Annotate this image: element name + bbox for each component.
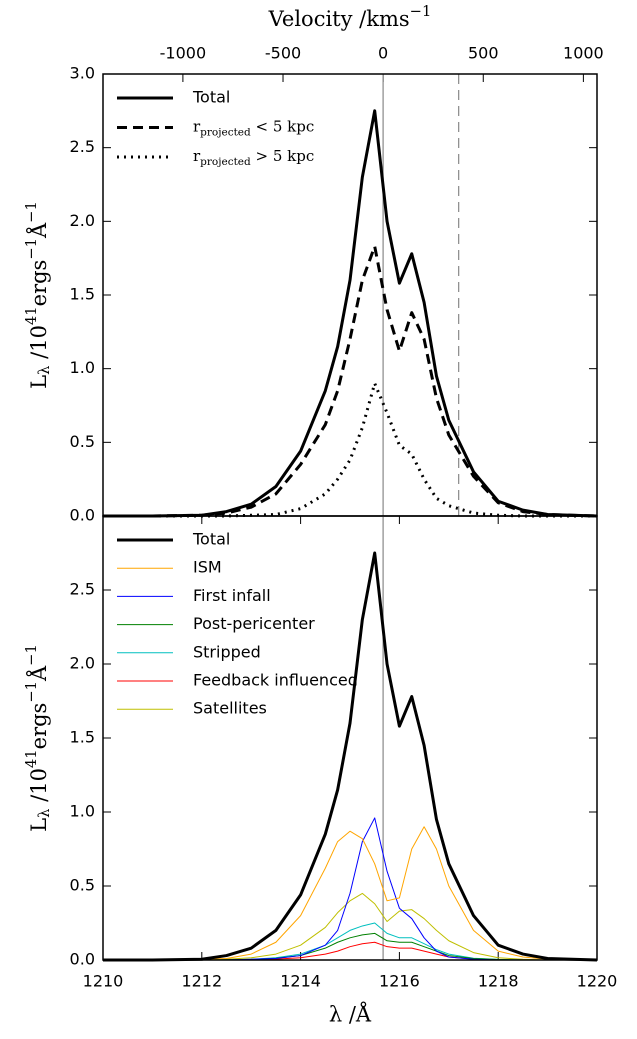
series-line	[103, 817, 597, 961]
label-sub: λ	[36, 366, 53, 375]
label-sup: 41	[23, 306, 40, 325]
y-tick-label: 0.5	[70, 432, 95, 451]
x-axis-label: λ /Å	[329, 1002, 372, 1027]
x2-axis-label: Velocity /kms−1	[268, 3, 432, 31]
series-line	[103, 109, 598, 518]
x-tick-label: 1220	[577, 972, 618, 991]
y-tick-label: 2.0	[70, 654, 95, 673]
plot-frame	[102, 73, 598, 517]
label-text: Å	[26, 665, 51, 682]
y-tick-label: 1.5	[70, 285, 95, 304]
y-tick-label: 2.5	[70, 580, 95, 599]
legend-label: Post-pericenter	[193, 614, 315, 633]
legend-label: rprojected > 5 kpc	[193, 147, 314, 168]
legend-label: Satellites	[193, 699, 267, 718]
legend-label: First infall	[193, 586, 271, 605]
series-line	[103, 551, 598, 962]
plot-frame	[102, 515, 598, 961]
series-line	[103, 381, 597, 518]
x2-tick-label: 500	[468, 44, 499, 63]
label-text: /10	[27, 768, 51, 808]
y-tick-label: 1.5	[70, 728, 95, 747]
legend-label: rprojected < 5 kpc	[193, 118, 314, 139]
x2-tick-label: 1000	[563, 44, 604, 63]
label-sup: −1	[23, 238, 40, 260]
y-tick-label: 2.5	[70, 137, 95, 156]
x-tick-label: 1212	[181, 972, 222, 991]
legend-label: Total	[192, 88, 230, 107]
x-tick-label: 1214	[280, 972, 321, 991]
series-line	[103, 244, 598, 518]
label-text: ergs	[27, 703, 51, 750]
legend-label: ISM	[193, 558, 222, 577]
y-tick-label: 1.0	[70, 802, 95, 821]
x2-tick-label: -1000	[160, 44, 207, 63]
label-text: Å	[26, 222, 51, 239]
label-text: Velocity /kms	[268, 7, 410, 31]
label-sub: projected	[200, 127, 251, 139]
label-sup: −1	[410, 3, 432, 20]
label-text: r	[193, 118, 201, 136]
label-text: r	[193, 147, 201, 165]
y-tick-label: 2.0	[70, 211, 95, 230]
legend-label: Stripped	[193, 642, 261, 661]
x-tick-label: 1218	[478, 972, 519, 991]
label-text: > 5 kpc	[251, 147, 315, 165]
x2-tick-label: 0	[378, 44, 388, 63]
y-tick-label: 0.0	[70, 506, 95, 525]
series-line	[103, 892, 597, 961]
y-tick-label: 0.0	[70, 950, 95, 969]
label-sup: 41	[23, 749, 40, 768]
label-text: L	[27, 818, 51, 832]
y-tick-label: 1.0	[70, 358, 95, 377]
label-sup: −1	[23, 201, 40, 223]
x-tick-label: 1210	[83, 972, 124, 991]
y-tick-label: 0.5	[70, 876, 95, 895]
y-axis-label: Lλ /1041ergs−1Å−1	[23, 201, 53, 389]
label-sub: projected	[200, 156, 251, 168]
x2-tick-label: -500	[265, 44, 301, 63]
y-tick-label: 3.0	[70, 64, 95, 83]
label-sup: −1	[23, 681, 40, 703]
legend-label: Total	[192, 530, 230, 549]
label-text: ergs	[27, 260, 51, 307]
label-sup: −1	[23, 644, 40, 666]
label-text: L	[27, 375, 51, 389]
series-line	[103, 826, 598, 961]
label-text: /10	[27, 325, 51, 365]
x-tick-label: 1216	[379, 972, 420, 991]
legend-label: Feedback influenced	[193, 671, 358, 690]
label-text: < 5 kpc	[251, 118, 315, 136]
y-axis-label: Lλ /1041ergs−1Å−1	[23, 644, 53, 832]
label-sub: λ	[36, 809, 53, 818]
